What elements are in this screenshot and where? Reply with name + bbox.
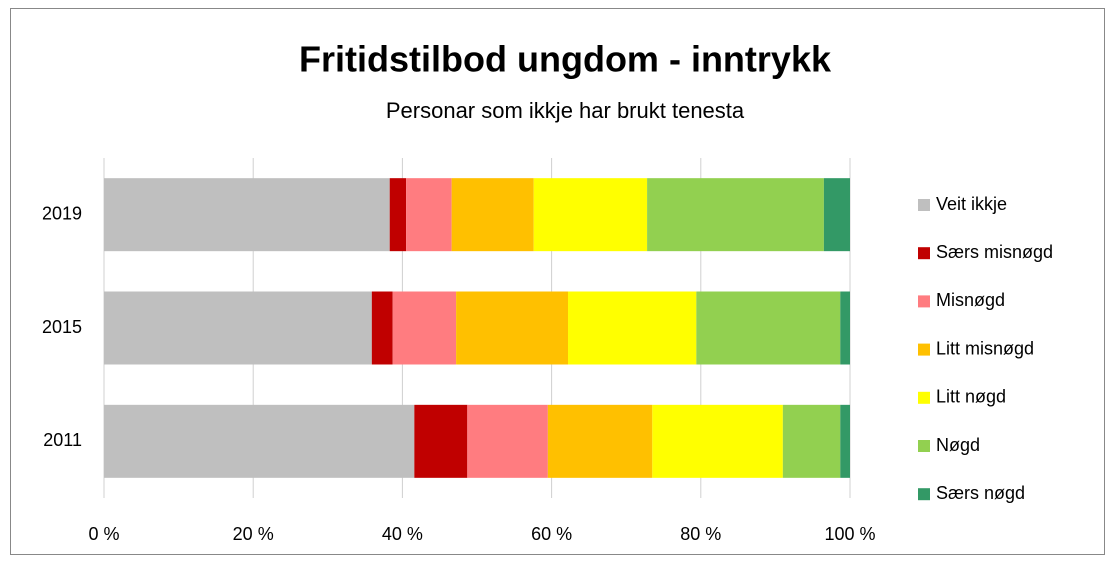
bar-segment [451,178,534,252]
legend-label: Særs misnøgd [936,242,1053,262]
x-tick-label: 60 % [531,524,572,544]
x-tick-label: 40 % [382,524,423,544]
legend-label: Misnøgd [936,290,1005,310]
bar-segment [389,178,407,252]
legend-label: Veit ikkje [936,194,1007,214]
y-tick-label: 2019 [42,203,82,223]
legend-label: Nøgd [936,435,980,455]
legend-swatch [918,247,930,260]
bar-segment [406,178,452,252]
legend-label: Litt nøgd [936,387,1006,407]
legend-label: Litt misnøgd [936,338,1034,358]
y-tick-label: 2015 [42,317,82,337]
bar-segment [782,404,841,478]
x-tick-label: 0 % [88,524,119,544]
bar-segment [840,291,850,365]
y-tick-label: 2011 [43,430,82,450]
chart-subtitle: Personar som ikkje har brukt tenesta [386,98,745,123]
bar-segment [456,291,569,365]
chart-title: Fritidstilbod ungdom - inntrykk [299,39,832,80]
bar-segment [371,291,393,365]
x-tick-label: 80 % [680,524,721,544]
legend-swatch [918,440,930,452]
bar-segment [414,404,468,478]
bar-segment [823,178,850,252]
legend-label: Særs nøgd [936,483,1025,503]
legend-swatch [918,343,930,356]
legend-swatch [918,488,930,501]
bar-segment [652,404,783,478]
bar-segment [547,404,653,478]
legend-swatch [918,391,930,404]
bar-segment [104,178,390,252]
bar-segment [568,291,697,365]
bar-segment [533,178,648,252]
bar-segment [696,291,841,365]
bar-segment [104,404,415,478]
bar-segment [647,178,824,252]
bar-segment [392,291,457,365]
x-tick-label: 100 % [824,524,875,544]
bar-segment [840,404,850,478]
bar-segment [467,404,548,478]
legend-swatch [918,199,930,211]
legend-swatch [918,295,930,308]
x-tick-label: 20 % [233,524,274,544]
bar-segment [104,291,372,365]
